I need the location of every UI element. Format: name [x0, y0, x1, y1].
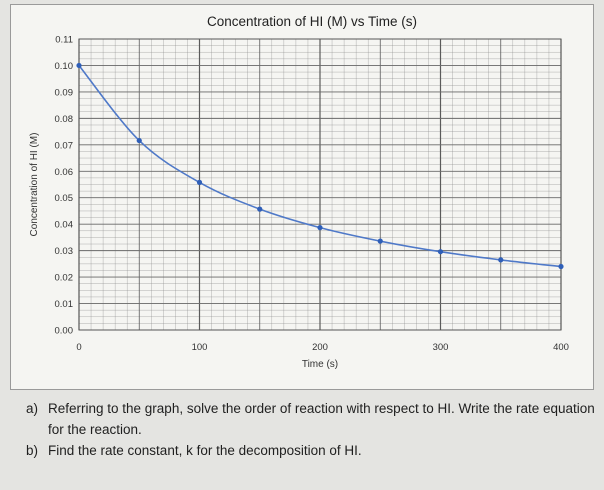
- y-tick-label: 0.04: [55, 220, 74, 231]
- question-list: a) Referring to the graph, solve the ord…: [26, 398, 596, 461]
- question-b-text: Find the rate constant, k for the decomp…: [48, 443, 362, 458]
- chart-figure: 0.00 0.01 0.02 0.03 0.04 0.05 0.06 0.07 0.08 0.09…: [10, 4, 594, 390]
- data-point: [437, 249, 444, 255]
- data-point: [317, 225, 323, 231]
- x-tick-label: 300: [433, 342, 449, 353]
- y-tick-label: 0.08: [55, 114, 74, 125]
- plot-frame: [78, 38, 562, 331]
- question-a: a) Referring to the graph, solve the ord…: [26, 398, 596, 440]
- data-point: [196, 179, 203, 185]
- x-tick-labels: 0 100 200 300 400: [76, 342, 569, 353]
- question-b: b) Find the rate constant, k for the dec…: [26, 440, 596, 461]
- question-a-marker: a): [26, 401, 39, 416]
- series-group: [76, 62, 564, 270]
- data-point: [136, 137, 142, 144]
- y-tick-label: 0.02: [55, 273, 74, 284]
- data-point: [257, 206, 263, 212]
- chart-canvas: 0.00 0.01 0.02 0.03 0.04 0.05 0.06 0.07 0.08 0.09…: [29, 14, 569, 370]
- data-point: [558, 263, 564, 270]
- question-b-marker: b): [26, 443, 39, 458]
- y-tick-label: 0.01: [55, 299, 74, 310]
- series-line: [78, 64, 562, 268]
- x-tick-label: 400: [553, 342, 569, 353]
- question-a-text: Referring to the graph, solve the order …: [48, 401, 595, 437]
- x-tick-label: 200: [312, 342, 328, 353]
- y-tick-label: 0.03: [55, 246, 74, 257]
- data-point: [76, 62, 82, 69]
- y-tick-label: 0.07: [55, 140, 74, 151]
- data-point: [377, 238, 383, 244]
- y-axis-label: Concentration of HI (M): [29, 133, 40, 237]
- y-tick-labels: 0.00 0.01 0.02 0.03 0.04 0.05 0.06 0.07 0.08 0.09…: [55, 35, 74, 337]
- y-tick-label: 0.09: [55, 87, 74, 98]
- y-tick-label: 0.11: [55, 35, 73, 46]
- y-tick-label: 0.00: [55, 326, 74, 337]
- y-tick-label: 0.06: [55, 167, 74, 178]
- data-point: [498, 257, 504, 263]
- chart-title: Concentration of HI (M) vs Time (s): [207, 14, 417, 29]
- y-tick-label: 0.05: [55, 193, 74, 204]
- x-axis-label: Time (s): [302, 359, 338, 370]
- x-tick-label: 100: [192, 342, 208, 353]
- y-tick-label: 0.10: [55, 61, 74, 72]
- x-tick-label: 0: [76, 342, 81, 353]
